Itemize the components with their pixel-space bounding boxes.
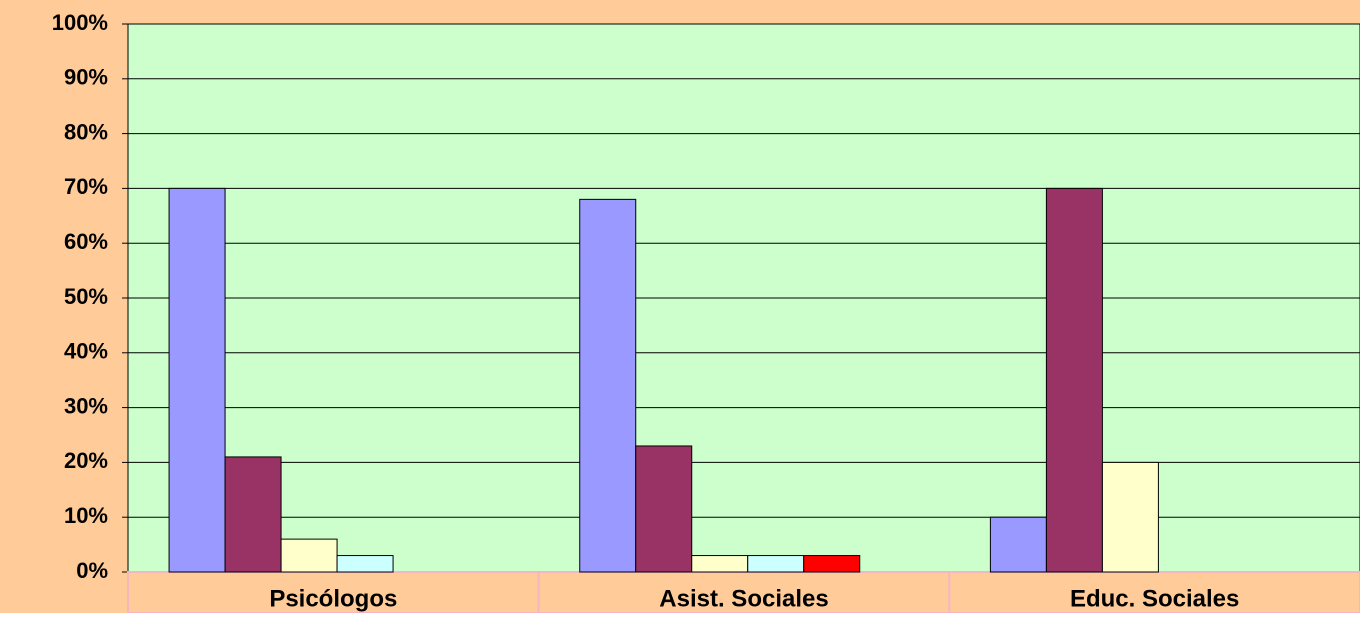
y-tick-label: 70% [64, 174, 108, 199]
bar [336, 555, 394, 573]
y-tick-label: 30% [64, 393, 108, 418]
bar [989, 516, 1047, 573]
bar [224, 456, 282, 573]
bar [1101, 461, 1159, 573]
bar [635, 445, 693, 573]
y-tick-label: 80% [64, 119, 108, 144]
bar [747, 555, 805, 573]
y-tick-label: 60% [64, 229, 108, 254]
bar [691, 555, 749, 573]
y-tick-label: 50% [64, 284, 108, 309]
bar [168, 187, 226, 573]
y-tick-label: 20% [64, 448, 108, 473]
x-tick-label: Psicólogos [269, 585, 397, 612]
bar [1045, 187, 1103, 573]
x-tick-label: Educ. Sociales [1070, 585, 1239, 612]
bar [280, 538, 338, 573]
y-tick-label: 10% [64, 503, 108, 528]
bar [579, 198, 637, 573]
y-tick-label: 40% [64, 339, 108, 364]
y-tick-label: 90% [64, 65, 108, 90]
bar [803, 555, 861, 573]
y-tick-label: 100% [52, 10, 108, 35]
x-tick-label: Asist. Sociales [659, 585, 828, 612]
category-cell [948, 571, 1360, 614]
y-tick-label: 0% [76, 558, 108, 583]
